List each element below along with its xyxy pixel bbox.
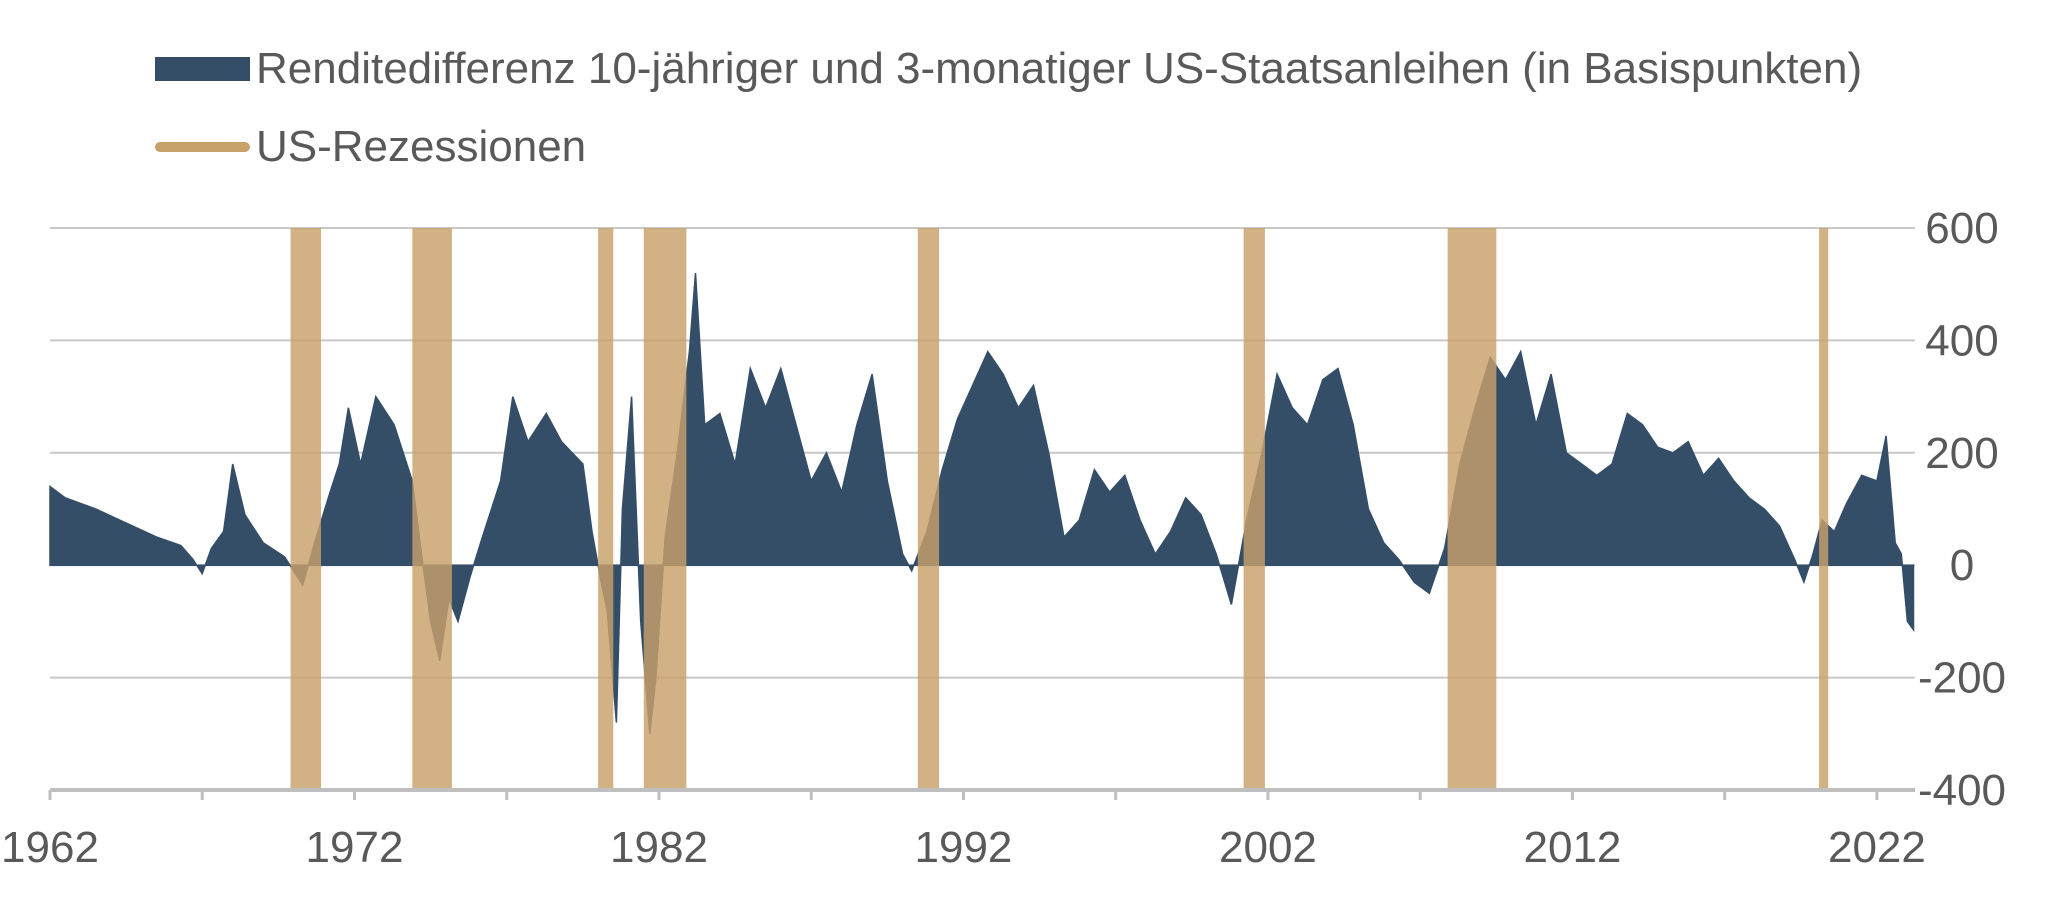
legend-label-recessions: US-Rezessionen xyxy=(256,122,587,171)
legend-item-spread: Renditedifferenz 10-jähriger und 3-monat… xyxy=(155,30,1862,108)
y-tick-label-1: 400 xyxy=(1925,316,1998,365)
x-tick-label-2012: 2012 xyxy=(1524,823,1622,872)
x-tick-label-1962: 1962 xyxy=(1,823,99,872)
recession-band-0 xyxy=(290,228,321,790)
recession-band-4 xyxy=(917,228,940,790)
recession-band-1 xyxy=(412,228,452,790)
recession-band-7 xyxy=(1819,228,1829,790)
legend-label-spread: Renditedifferenz 10-jähriger und 3-monat… xyxy=(256,44,1863,93)
y-tick-label-3: 0 xyxy=(1950,541,1974,590)
x-tick-label-2002: 2002 xyxy=(1219,823,1317,872)
y-tick-label-2: 200 xyxy=(1925,429,1998,478)
legend: Renditedifferenz 10-jähriger und 3-monat… xyxy=(155,30,1862,186)
legend-item-recessions: US-Rezessionen xyxy=(155,108,1862,186)
legend-swatch-recessions xyxy=(155,142,250,152)
x-tick-label-2022: 2022 xyxy=(1828,823,1926,872)
x-tick-label-1982: 1982 xyxy=(610,823,708,872)
x-tick-label-1972: 1972 xyxy=(306,823,404,872)
recession-band-2 xyxy=(598,228,614,790)
recession-band-6 xyxy=(1447,228,1497,790)
y-tick-label-4: -200 xyxy=(1918,654,2006,703)
y-tick-label-5: -400 xyxy=(1918,766,2006,815)
y-tick-label-0: 600 xyxy=(1925,204,1998,253)
legend-swatch-spread xyxy=(155,57,250,81)
recession-band-5 xyxy=(1243,228,1265,790)
x-tick-label-1992: 1992 xyxy=(915,823,1013,872)
series-area-spread xyxy=(49,272,1915,734)
recession-band-3 xyxy=(643,228,687,790)
